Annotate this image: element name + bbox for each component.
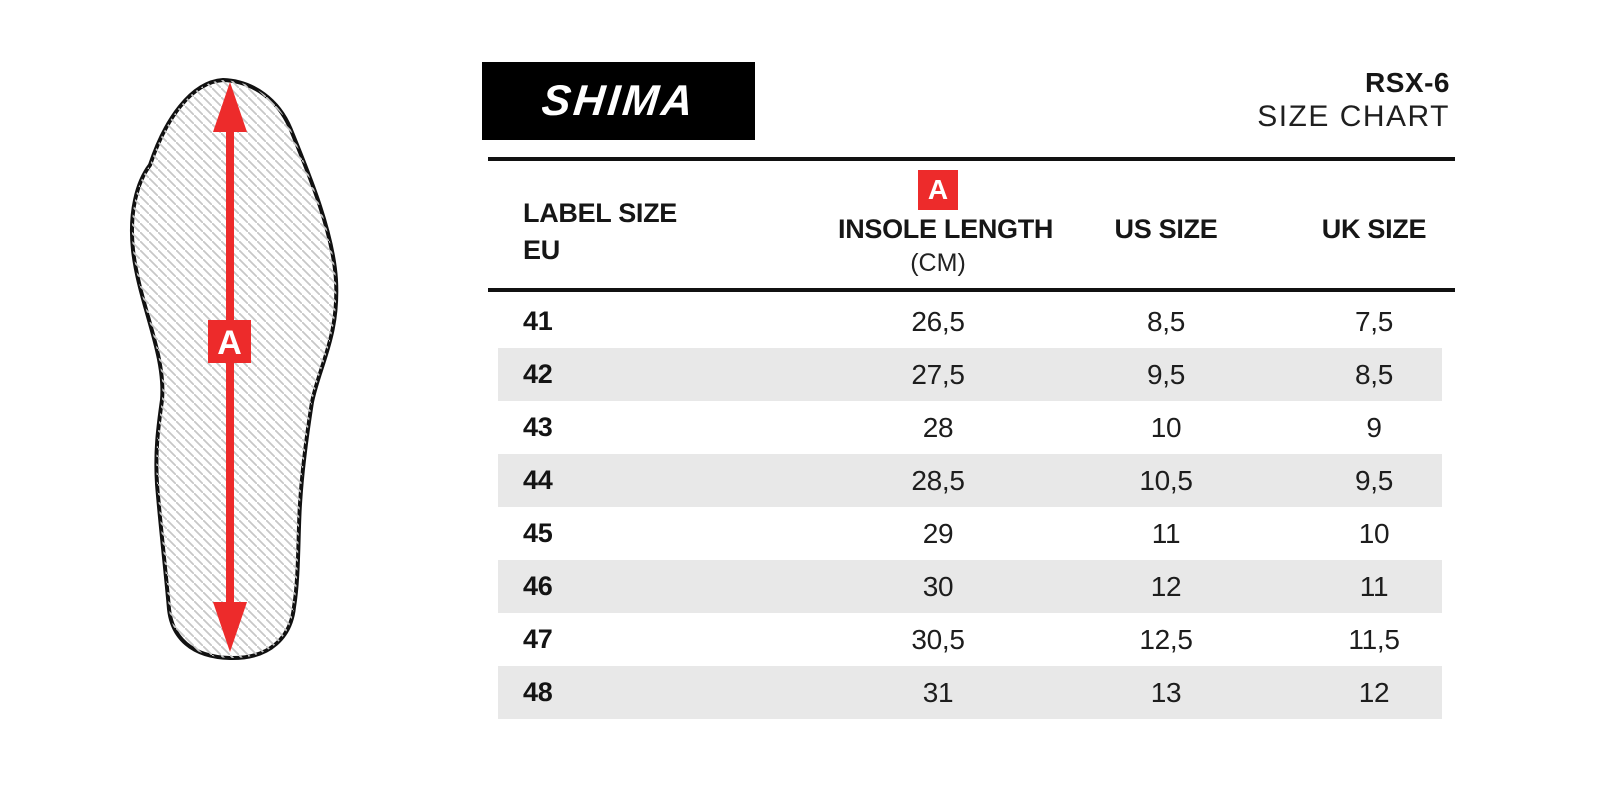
insole-hatch-fill bbox=[131, 80, 337, 659]
cell-uk-size: 9,5 bbox=[1354, 465, 1394, 496]
cell-us-size: 9,5 bbox=[1146, 359, 1186, 390]
cell-us-size: 12,5 bbox=[1139, 624, 1193, 655]
table-row: 48 31 13 12 bbox=[488, 666, 1455, 719]
insole-a-badge: A bbox=[918, 170, 958, 210]
cell-us-size: 10,5 bbox=[1139, 465, 1193, 496]
cell-eu: 42 bbox=[523, 359, 553, 389]
cell-eu: 47 bbox=[523, 624, 553, 654]
insole-illustration: A bbox=[129, 77, 339, 661]
table-body: 41 26,5 8,5 7,5 42 27,5 9,5 8,5 43 28 10… bbox=[488, 295, 1455, 719]
brand-logo-text: SHIMA bbox=[539, 76, 698, 125]
cell-insole-cm: 30 bbox=[922, 571, 954, 602]
cell-us-size: 8,5 bbox=[1146, 306, 1186, 337]
cell-insole-cm: 27,5 bbox=[911, 359, 965, 390]
brand-logo: SHIMA bbox=[482, 62, 755, 140]
cell-eu: 46 bbox=[523, 571, 553, 601]
cell-eu: 43 bbox=[523, 412, 553, 442]
page-title: SIZE CHART bbox=[1257, 100, 1450, 133]
cell-insole-cm: 26,5 bbox=[911, 306, 965, 337]
cell-us-size: 10 bbox=[1150, 412, 1182, 443]
cell-uk-size: 10 bbox=[1358, 518, 1390, 549]
cell-uk-size: 9 bbox=[1366, 412, 1382, 443]
table-row: 42 27,5 9,5 8,5 bbox=[488, 348, 1455, 401]
cell-eu: 48 bbox=[523, 677, 553, 707]
table-top-rule bbox=[488, 157, 1455, 161]
header-label-size-eu: LABEL SIZE EU bbox=[523, 195, 677, 269]
header-us-size: US SIZE bbox=[1114, 214, 1218, 244]
cell-insole-cm: 31 bbox=[922, 677, 954, 708]
table-row: 47 30,5 12,5 11,5 bbox=[488, 613, 1455, 666]
length-arrow-icon bbox=[213, 82, 247, 652]
cell-eu: 41 bbox=[523, 306, 553, 336]
header-label-size-line2: EU bbox=[523, 235, 560, 265]
table-row: 46 30 12 11 bbox=[488, 560, 1455, 613]
header-insole-unit: (CM) bbox=[910, 249, 966, 277]
table-row: 44 28,5 10,5 9,5 bbox=[488, 454, 1455, 507]
cell-insole-cm: 29 bbox=[922, 518, 954, 549]
measure-a-badge-label: A bbox=[217, 324, 242, 362]
measure-a-badge: A bbox=[208, 320, 251, 363]
title-block: RSX-6 SIZE CHART bbox=[1048, 66, 1450, 134]
table-row: 43 28 10 9 bbox=[488, 401, 1455, 454]
header-uk-size: UK SIZE bbox=[1321, 214, 1427, 244]
cell-uk-size: 11 bbox=[1359, 571, 1389, 602]
header-insole-length: INSOLE LENGTH bbox=[838, 214, 1054, 244]
cell-insole-cm: 28,5 bbox=[911, 465, 965, 496]
header-label-size-line1: LABEL SIZE bbox=[523, 198, 678, 228]
model-name: RSX-6 bbox=[1365, 67, 1450, 98]
table-row: 41 26,5 8,5 7,5 bbox=[488, 295, 1455, 348]
cell-us-size: 12 bbox=[1150, 571, 1182, 602]
cell-us-size: 13 bbox=[1150, 677, 1182, 708]
cell-uk-size: 7,5 bbox=[1354, 306, 1394, 337]
header-bottom-rule bbox=[488, 288, 1455, 292]
cell-us-size: 11 bbox=[1151, 518, 1181, 549]
cell-insole-cm: 30,5 bbox=[911, 624, 965, 655]
cell-eu: 44 bbox=[523, 465, 553, 495]
cell-insole-cm: 28 bbox=[922, 412, 954, 443]
table-header: LABEL SIZE EU A INSOLE LENGTH (CM) US SI… bbox=[488, 157, 1455, 292]
cell-eu: 45 bbox=[523, 518, 553, 548]
cell-uk-size: 8,5 bbox=[1354, 359, 1394, 390]
table-row: 45 29 11 10 bbox=[488, 507, 1455, 560]
cell-uk-size: 11,5 bbox=[1348, 624, 1400, 655]
cell-uk-size: 12 bbox=[1358, 677, 1390, 708]
